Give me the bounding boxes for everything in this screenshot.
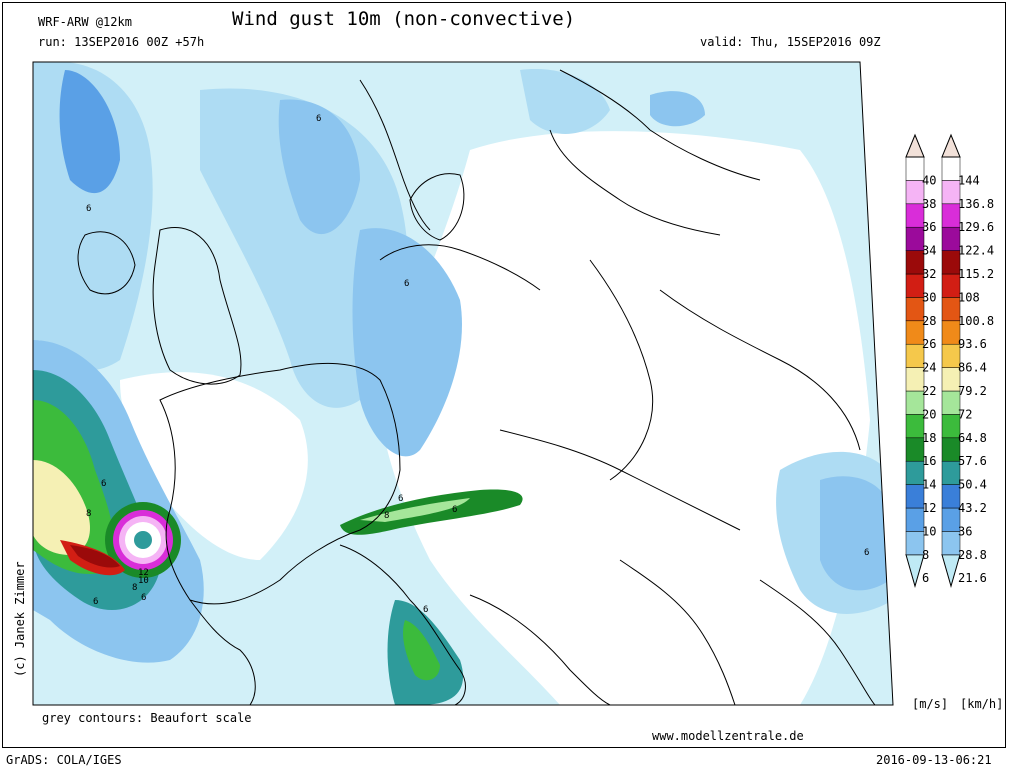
legend-label-1-14: 122.4 bbox=[958, 244, 994, 258]
color-legend: 6 8 10 12 14 16 18 20 22 24 26 28 30 32 34 36 38 40 21.6 28… bbox=[905, 133, 994, 589]
legend-label-0-3: 12 bbox=[922, 501, 936, 515]
contour-label-blacksea-6: 6 bbox=[864, 548, 869, 558]
contour-label-alps-6: 6 bbox=[452, 505, 457, 515]
legend-label-1-12: 108 bbox=[958, 290, 980, 304]
map-border bbox=[32, 61, 894, 706]
chart-title: Wind gust 10m (non-convective) bbox=[232, 8, 576, 30]
contours-note: grey contours: Beaufort scale bbox=[42, 711, 252, 725]
legend-label-1-4: 50.4 bbox=[958, 478, 987, 492]
map-value-labels: 6 6 6 8 6 12 10 8 6 6 8 6 6 6 6 bbox=[86, 114, 869, 615]
legend-label-0-1: 8 bbox=[922, 548, 929, 562]
legend-label-0-4: 14 bbox=[922, 478, 936, 492]
legend-label-0-8: 22 bbox=[922, 384, 936, 398]
unit-ms-label: [m/s] bbox=[912, 697, 949, 711]
legend-label-1-15: 129.6 bbox=[958, 220, 994, 234]
contour-label-core-12: 12 bbox=[138, 568, 149, 578]
legend-label-0-0: 6 bbox=[922, 571, 929, 585]
legend-label-1-3: 43.2 bbox=[958, 501, 987, 515]
legend-arrow-high-1 bbox=[941, 133, 961, 158]
legend-label-1-2: 36 bbox=[958, 524, 972, 538]
contour-label-north-sea: 6 bbox=[316, 114, 321, 124]
contour-label-biscay-8: 8 bbox=[86, 509, 91, 519]
legend-label-0-16: 38 bbox=[922, 197, 936, 211]
unit-kmh-label: [km/h] bbox=[960, 697, 1004, 711]
legend-label-1-9: 86.4 bbox=[958, 361, 987, 375]
legend-label-0-5: 16 bbox=[922, 454, 936, 468]
contour-label-core-8: 8 bbox=[132, 583, 137, 593]
contour-label-italy-6: 6 bbox=[423, 605, 428, 615]
legend-label-1-10: 93.6 bbox=[958, 337, 987, 351]
legend-label-0-17: 40 bbox=[922, 173, 936, 187]
contour-label-ireland: 6 bbox=[86, 204, 91, 214]
legend-label-0-2: 10 bbox=[922, 524, 936, 538]
legend-label-0-14: 34 bbox=[922, 244, 936, 258]
legend-label-1-16: 136.8 bbox=[958, 197, 994, 211]
valid-label: valid: Thu, 15SEP2016 09Z bbox=[700, 35, 881, 49]
legend-label-0-9: 24 bbox=[922, 361, 936, 375]
legend-label-1-11: 100.8 bbox=[958, 314, 994, 328]
legend-label-1-17: 144 bbox=[958, 173, 980, 187]
contour-label-pyrenees-6: 6 bbox=[141, 593, 146, 603]
contour-label-biscay-6: 6 bbox=[101, 479, 106, 489]
legend-label-1-5: 57.6 bbox=[958, 454, 987, 468]
contour-label-denmark: 6 bbox=[404, 279, 409, 289]
contour-label-iberia-6: 6 bbox=[93, 597, 98, 607]
legend-label-0-15: 36 bbox=[922, 220, 936, 234]
legend-label-1-1: 28.8 bbox=[958, 548, 987, 562]
contour-label-alps-6b: 6 bbox=[398, 494, 403, 504]
legend-label-0-6: 18 bbox=[922, 431, 936, 445]
model-label: WRF-ARW @12km bbox=[38, 15, 132, 29]
legend-label-0-12: 30 bbox=[922, 290, 936, 304]
legend-label-0-13: 32 bbox=[922, 267, 936, 281]
legend-label-1-8: 79.2 bbox=[958, 384, 987, 398]
map-area bbox=[33, 62, 893, 705]
contour-label-alps-8: 8 bbox=[384, 511, 389, 521]
legend-label-0-10: 26 bbox=[922, 337, 936, 351]
run-label: run: 13SEP2016 00Z +57h bbox=[38, 35, 205, 49]
legend-arrow-high-0 bbox=[905, 133, 925, 158]
contour-label-core-10: 10 bbox=[138, 576, 149, 586]
grads-label: GrADS: COLA/IGES bbox=[6, 753, 122, 767]
timestamp-label: 2016-09-13-06:21 bbox=[876, 753, 992, 767]
map-frame bbox=[2, 2, 1006, 748]
legend-label-1-6: 64.8 bbox=[958, 431, 987, 445]
coastlines bbox=[77, 69, 876, 705]
legend-label-1-7: 72 bbox=[958, 407, 972, 421]
copyright-label: (c) Janek Zimmer bbox=[13, 561, 27, 677]
legend-label-0-11: 28 bbox=[922, 314, 936, 328]
website-label: www.modellzentrale.de bbox=[652, 729, 804, 743]
legend-label-1-13: 115.2 bbox=[958, 267, 994, 281]
legend-label-1-0: 21.6 bbox=[958, 571, 987, 585]
legend-label-0-7: 20 bbox=[922, 407, 936, 421]
